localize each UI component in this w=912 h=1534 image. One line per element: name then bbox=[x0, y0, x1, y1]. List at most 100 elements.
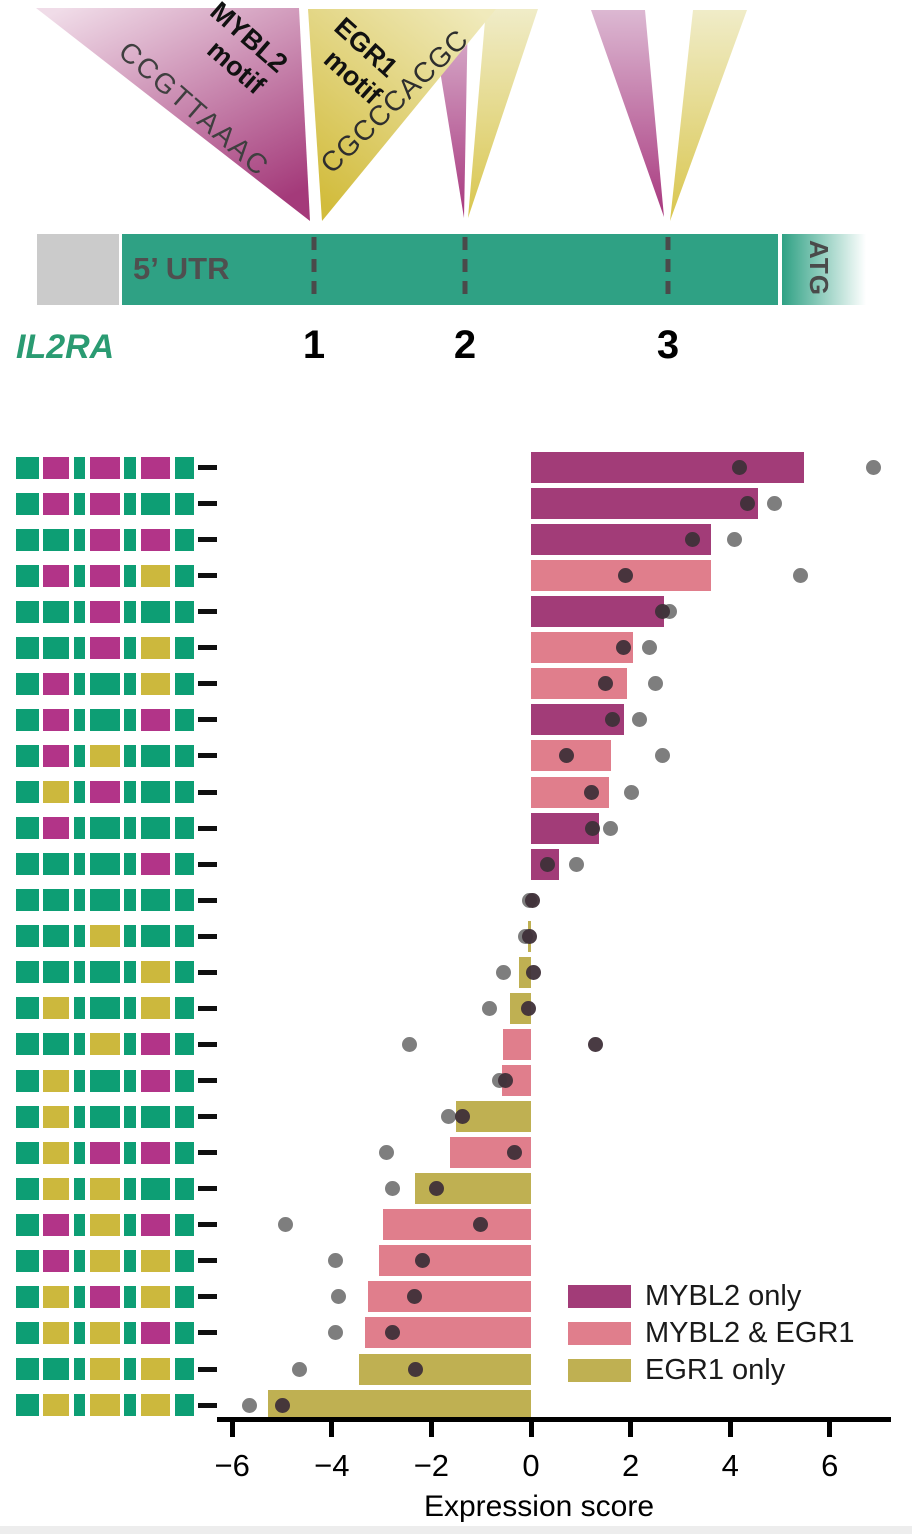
replicate-dot-dark bbox=[654, 604, 670, 620]
glyph-spacer-block bbox=[73, 1357, 86, 1381]
glyph-slot-2-Y bbox=[89, 1032, 121, 1057]
glyph-slot-3-G bbox=[140, 599, 171, 624]
glyph-spacer-block bbox=[174, 1357, 195, 1381]
replicate-dot-gray bbox=[292, 1361, 308, 1377]
glyph-spacer-block bbox=[73, 1212, 86, 1237]
glyph-slot-2-G bbox=[89, 1104, 121, 1129]
glyph-slot-1-Y bbox=[42, 780, 70, 805]
x-axis-tick-label: −2 bbox=[413, 1448, 450, 1483]
replicate-dot-gray bbox=[495, 964, 511, 980]
replicate-dot-dark bbox=[731, 460, 747, 475]
glyph-slot-1-Y bbox=[42, 1068, 70, 1093]
glyph-slot-3-Y bbox=[140, 671, 171, 696]
replicate-dot-dark bbox=[408, 1361, 424, 1377]
glyph-spacer-block bbox=[174, 888, 195, 913]
glyph-slot-3-G bbox=[140, 1104, 171, 1129]
glyph-slot-2-M bbox=[89, 563, 121, 588]
replicate-dot-gray bbox=[602, 820, 618, 836]
glyph-spacer-block bbox=[15, 1068, 40, 1093]
glyph-spacer-block bbox=[174, 852, 195, 877]
glyph-spacer-block bbox=[73, 996, 86, 1021]
glyph-slot-1-M bbox=[42, 816, 70, 841]
glyph-slot-2-M bbox=[89, 599, 121, 624]
glyph-spacer-block bbox=[73, 924, 86, 949]
x-axis-tick bbox=[229, 1422, 235, 1437]
row-tick-dash bbox=[198, 681, 217, 687]
x-axis-tick-label: 2 bbox=[621, 1448, 640, 1483]
glyph-slot-3-Y bbox=[140, 1248, 171, 1273]
egr1-triangle-pos3 bbox=[670, 10, 747, 221]
glyph-spacer-block bbox=[15, 455, 40, 480]
x-axis-tick-label: 6 bbox=[821, 1448, 839, 1483]
replicate-dot-gray bbox=[241, 1397, 257, 1413]
glyph-spacer-block bbox=[123, 1284, 137, 1309]
replicate-dot-dark bbox=[275, 1397, 291, 1413]
glyph-slot-1-G bbox=[42, 635, 70, 660]
glyph-slot-3-G bbox=[140, 780, 171, 805]
glyph-slot-3-Y bbox=[140, 635, 171, 660]
glyph-spacer-block bbox=[123, 1104, 137, 1129]
row-tick-dash bbox=[198, 1150, 217, 1156]
x-axis-tick-label: −6 bbox=[214, 1448, 250, 1483]
replicate-dot-dark bbox=[407, 1289, 423, 1305]
replicate-dot-dark bbox=[588, 1036, 604, 1052]
legend-item-egr1-only: EGR1 only bbox=[568, 1356, 785, 1385]
glyph-spacer-block bbox=[15, 1248, 40, 1273]
replicate-dot-gray bbox=[328, 1253, 344, 1269]
glyph-spacer-block bbox=[15, 960, 40, 985]
replicate-dot-dark bbox=[604, 712, 620, 728]
glyph-slot-2-G bbox=[89, 1068, 121, 1093]
glyph-slot-1-G bbox=[42, 527, 70, 552]
glyph-spacer-block bbox=[73, 1284, 86, 1309]
legend-swatch-egr1-only bbox=[568, 1359, 631, 1382]
x-axis-tick bbox=[628, 1422, 634, 1437]
glyph-spacer-block bbox=[123, 455, 137, 480]
glyph-slot-1-M bbox=[42, 671, 70, 696]
row-tick-dash bbox=[198, 789, 217, 795]
row-tick-dash bbox=[198, 861, 217, 867]
glyph-spacer-block bbox=[123, 1248, 137, 1273]
glyph-spacer-block bbox=[73, 527, 86, 552]
glyph-spacer-block bbox=[73, 1248, 86, 1273]
x-axis-tick-label: −4 bbox=[314, 1448, 350, 1483]
glyph-slot-2-G bbox=[89, 852, 121, 877]
glyph-spacer-block bbox=[174, 960, 195, 985]
glyph-spacer-block bbox=[15, 1032, 40, 1057]
glyph-spacer-block bbox=[73, 1032, 86, 1057]
replicate-dot-dark bbox=[455, 1109, 471, 1125]
glyph-slot-1-M bbox=[42, 491, 70, 516]
glyph-spacer-block bbox=[174, 671, 195, 696]
x-axis-title: Expression score bbox=[423, 1490, 655, 1523]
screenshot-bottom-strip bbox=[0, 1526, 912, 1534]
glyph-spacer-block bbox=[174, 924, 195, 949]
glyph-spacer-block bbox=[123, 960, 137, 985]
replicate-dot-gray bbox=[328, 1325, 344, 1341]
atg-box bbox=[782, 234, 866, 305]
mybl2-triangle-pos1 bbox=[36, 8, 310, 221]
glyph-spacer-block bbox=[73, 1068, 86, 1093]
glyph-spacer-block bbox=[174, 1393, 195, 1418]
glyph-spacer-block bbox=[174, 527, 195, 552]
glyph-spacer-block bbox=[15, 635, 40, 660]
glyph-slot-1-G bbox=[42, 599, 70, 624]
glyph-spacer-block bbox=[174, 563, 195, 588]
glyph-spacer-block bbox=[15, 1393, 40, 1418]
glyph-slot-2-G bbox=[89, 707, 121, 732]
glyph-spacer-block bbox=[174, 1284, 195, 1309]
row-tick-dash bbox=[198, 1294, 217, 1300]
glyph-spacer-block bbox=[123, 816, 137, 841]
glyph-spacer-block bbox=[73, 780, 86, 805]
glyph-spacer-block bbox=[73, 707, 86, 732]
glyph-slot-1-G bbox=[42, 852, 70, 877]
replicate-dot-dark bbox=[522, 928, 537, 944]
glyph-spacer-block bbox=[174, 1140, 195, 1165]
glyph-slot-3-G bbox=[140, 924, 171, 949]
glyph-spacer-block bbox=[15, 1284, 40, 1309]
x-axis-tick bbox=[428, 1422, 434, 1437]
glyph-slot-1-M bbox=[42, 743, 70, 768]
replicate-dot-gray bbox=[641, 640, 657, 656]
glyph-spacer-block bbox=[73, 491, 86, 516]
replicate-dot-dark bbox=[472, 1217, 488, 1233]
glyph-slot-2-M bbox=[89, 780, 121, 805]
